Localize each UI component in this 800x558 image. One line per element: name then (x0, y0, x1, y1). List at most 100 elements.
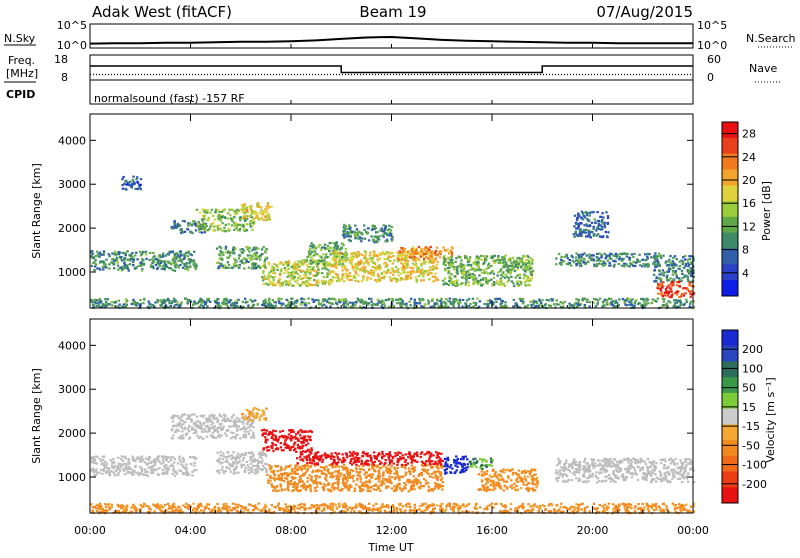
scatter-cell (128, 254, 130, 256)
scatter-cell (195, 423, 197, 425)
scatter-cell (365, 253, 367, 255)
scatter-cell (377, 304, 379, 306)
scatter-cell (324, 298, 326, 300)
scatter-cell (360, 268, 362, 270)
scatter-cell (333, 251, 335, 253)
scatter-cell (664, 294, 666, 296)
scatter-cell (379, 266, 381, 268)
scatter-cell (578, 260, 580, 262)
scatter-cell (184, 231, 186, 233)
scatter-cell (386, 266, 388, 268)
scatter-cell (288, 282, 290, 284)
scatter-cell (186, 267, 188, 269)
scatter-cell (442, 280, 444, 282)
scatter-cell (312, 275, 314, 277)
scatter-cell (175, 471, 177, 473)
scatter-cell (132, 261, 134, 263)
scatter-cell (270, 268, 272, 270)
scatter-cell (193, 465, 195, 467)
scatter-cell (195, 265, 197, 267)
scatter-cell (203, 226, 205, 228)
scatter-cell (215, 302, 217, 304)
scatter-cell (102, 254, 104, 256)
scatter-cell (583, 258, 585, 260)
scatter-cell (232, 463, 234, 465)
scatter-cell (673, 305, 675, 307)
scatter-cell (219, 254, 221, 256)
scatter-cell (102, 268, 104, 270)
scatter-cell (342, 273, 344, 275)
scatter-cell (303, 274, 305, 276)
scatter-region (171, 219, 207, 234)
scatter-cell (659, 273, 661, 275)
scatter-cell (665, 260, 667, 262)
scatter-cell (154, 458, 156, 460)
scatter-cell (261, 253, 263, 255)
scatter-cell (676, 277, 678, 279)
scatter-cell (672, 274, 674, 276)
scatter-cell (241, 413, 243, 415)
scatter-cell (690, 296, 692, 298)
scatter-cell (306, 280, 308, 282)
scatter-cell (352, 266, 354, 268)
scatter-cell (262, 300, 264, 302)
scatter-cell (596, 265, 598, 267)
scatter-cell (226, 451, 228, 453)
scatter-cell (138, 265, 140, 267)
scatter-cell (202, 208, 204, 210)
scatter-cell (133, 303, 135, 305)
scatter-cell (349, 302, 351, 304)
scatter-cell (230, 267, 232, 269)
scatter-cell (350, 306, 352, 308)
scatter-cell (367, 227, 369, 229)
scatter-cell (512, 257, 514, 259)
scatter-cell (308, 251, 310, 253)
scatter-cell (175, 227, 177, 229)
scatter-cell (171, 226, 173, 228)
scatter-cell (258, 409, 260, 411)
scatter-cell (355, 233, 357, 235)
scatter-cell (226, 429, 228, 431)
scatter-cell (590, 254, 592, 256)
scatter-cell (583, 229, 585, 231)
scatter-cell (410, 298, 412, 300)
scatter-cell (233, 414, 235, 416)
scatter-cell (548, 299, 550, 301)
scatter-cell (247, 466, 249, 468)
scatter-cell (234, 472, 236, 474)
scatter-cell (207, 428, 209, 430)
scatter-cell (425, 261, 427, 263)
scatter-cell (462, 299, 464, 301)
beam-title: Beam 19 (359, 3, 426, 21)
scatter-cell (378, 275, 380, 277)
scatter-cell (616, 302, 618, 304)
scatter-cell (528, 266, 530, 268)
scatter-cell (116, 466, 118, 468)
scatter-cell (676, 284, 678, 286)
scatter-cell (218, 267, 220, 269)
scatter-cell (145, 253, 147, 255)
scatter-cell (237, 224, 239, 226)
scatter-cell (328, 279, 330, 281)
scatter-cell (280, 270, 282, 272)
scatter-cell (289, 449, 291, 451)
scatter-cell (293, 273, 295, 275)
scatter-cell (238, 418, 240, 420)
scatter-cell (242, 459, 244, 461)
scatter-cell (413, 475, 415, 477)
scatter-cell (330, 247, 332, 249)
scatter-cell (310, 490, 312, 492)
scatter-cell (278, 300, 280, 302)
scatter-cell (505, 306, 507, 308)
scatter-cell (441, 467, 443, 469)
scatter-cell (442, 247, 444, 249)
scatter-cell (578, 215, 580, 217)
scatter-cell (496, 275, 498, 277)
scatter-cell (440, 302, 442, 304)
scatter-cell (397, 256, 399, 258)
scatter-cell (442, 301, 444, 303)
power-colorbar-label: Power [dB] (760, 181, 773, 241)
scatter-cell (338, 261, 340, 263)
